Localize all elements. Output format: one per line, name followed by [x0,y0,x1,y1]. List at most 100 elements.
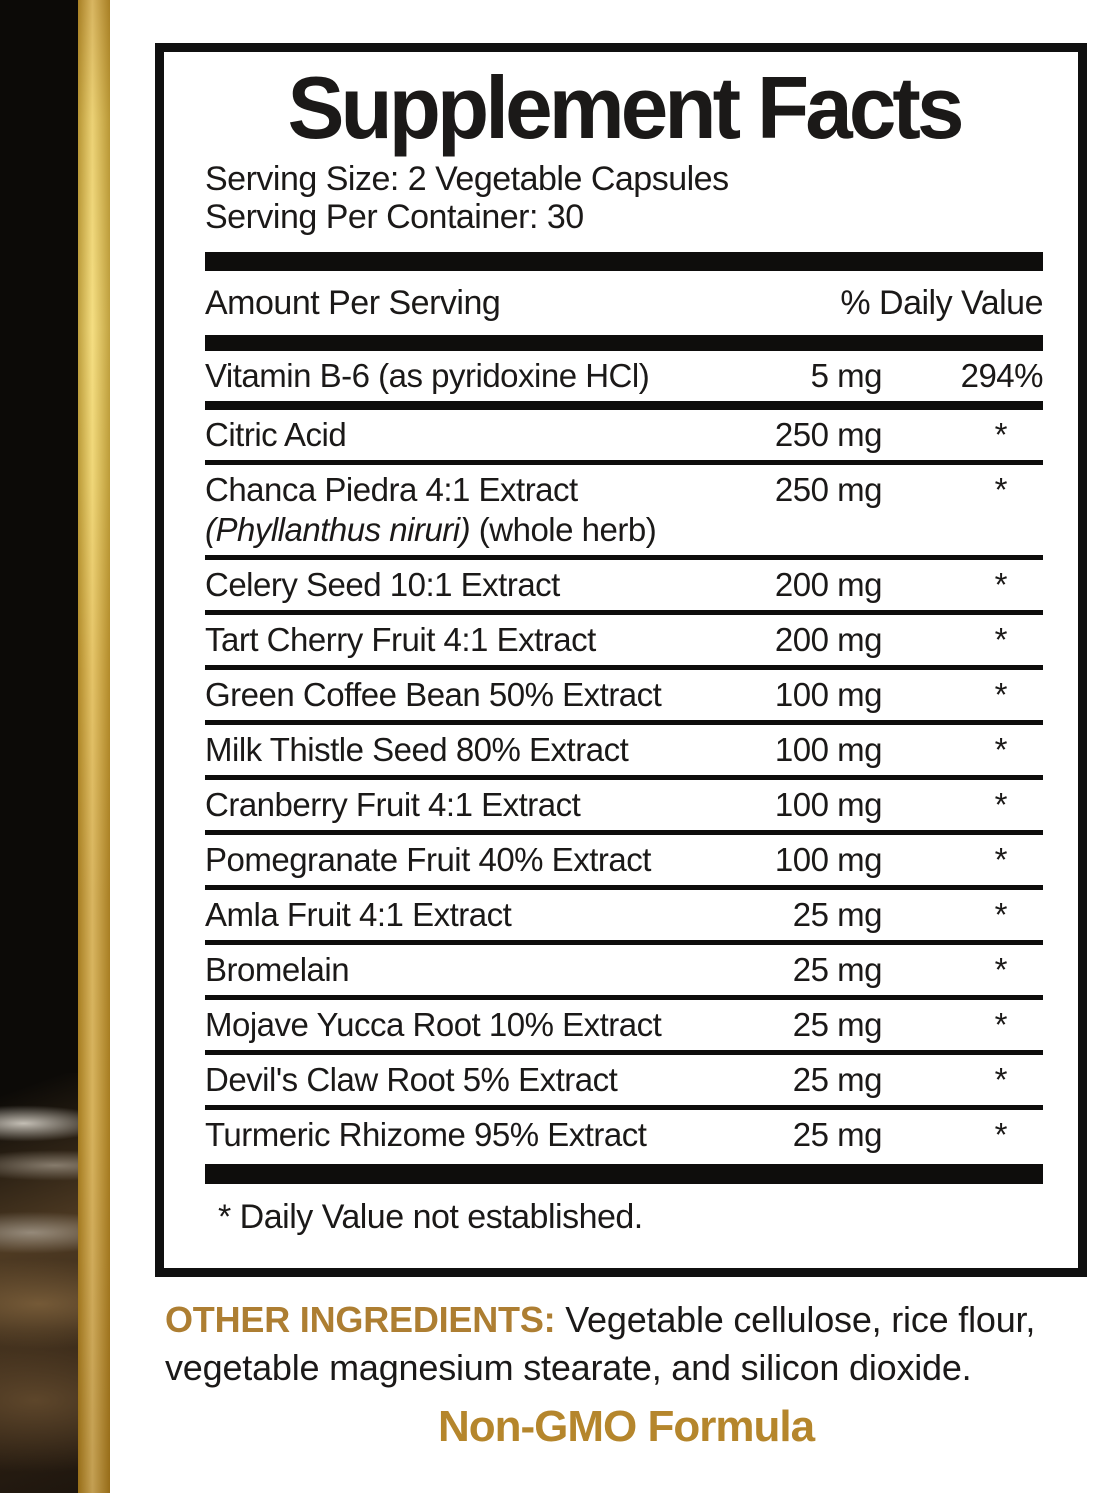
ingredient-daily-value: 294% [960,356,1044,394]
ingredient-table: Vitamin B-6 (as pyridoxine HCl) 5 mg 294… [205,351,1044,1160]
ingredient-name: Vitamin B-6 (as pyridoxine HCl) [205,356,712,396]
row-divider [205,554,1043,560]
panel-title: Supplement Facts [287,58,964,157]
non-gmo-formula-text: Non-GMO Formula [437,1402,815,1451]
ingredient-name-text: Devil's Claw Root 5% Extract [205,1060,618,1098]
ingredient-name: Chanca Piedra 4:1 Extract (Phyllanthus ni… [205,470,712,550]
row-divider [205,994,1043,1000]
ingredient-name: Celery Seed 10:1 Extract [205,565,712,605]
row-divider [205,774,1043,780]
ingredient-name-text: Mojave Yucca Root 10% Extract [205,1005,662,1043]
divider-thick-bottom [205,1163,1043,1184]
ingredient-amount: 250 mg [774,415,883,453]
ingredient-daily-value: * [994,1005,1008,1043]
table-row: Vitamin B-6 (as pyridoxine HCl) 5 mg 294… [205,351,1044,401]
left-decorative-strip [0,0,110,1493]
percent-daily-value-label: % Daily Value [840,283,1043,322]
ingredient-daily-value: * [994,415,1008,453]
ingredient-name: Tart Cherry Fruit 4:1 Extract [205,620,712,660]
row-divider [205,459,1043,465]
ingredient-name-text: Chanca Piedra 4:1 Extract [205,470,578,508]
daily-value-footnote: * Daily Value not established. [218,1197,643,1236]
ingredient-daily-value: * [994,895,1008,933]
row-divider [205,400,1043,410]
amount-per-serving-label: Amount Per Serving [205,283,501,322]
ingredient-daily-value: * [994,950,1008,988]
table-row: Cranberry Fruit 4:1 Extract 100 mg * [205,780,1043,830]
ingredient-name: Amla Fruit 4:1 Extract [205,895,712,935]
serving-size: Serving Size: 2 Vegetable Capsules [205,160,729,199]
ingredient-amount: 25 mg [792,1060,883,1098]
ingredient-name: Bromelain [205,950,712,990]
other-ingredients-text: Vegetable cellulose, rice flour, vegetab… [165,1299,1036,1388]
row-divider [205,829,1043,835]
ingredient-daily-value: * [994,675,1008,713]
row-divider [205,884,1043,890]
plant-part-text: (whole herb) [470,510,657,548]
ingredient-name-text: Tart Cherry Fruit 4:1 Extract [205,620,596,658]
ingredient-name-text: Bromelain [205,950,350,988]
ingredient-name: Devil's Claw Root 5% Extract [205,1060,712,1100]
ingredient-amount: 200 mg [774,565,883,603]
ingredient-amount: 100 mg [774,675,883,713]
table-row: Mojave Yucca Root 10% Extract 25 mg * [205,1000,1043,1050]
table-row: Bromelain 25 mg * [205,945,1043,995]
row-divider [205,719,1043,725]
table-row: Citric Acid 250 mg * [205,410,1043,460]
table-row: Amla Fruit 4:1 Extract 25 mg * [205,890,1043,940]
ingredient-amount: 200 mg [774,620,883,658]
ingredient-name: Pomegranate Fruit 40% Extract [205,840,712,880]
serving-per-container: Serving Per Container: 30 [205,197,584,236]
table-row: Chanca Piedra 4:1 Extract (Phyllanthus ni… [205,465,1043,555]
ingredient-name-text: Vitamin B-6 (as pyridoxine HCl) [205,356,650,394]
table-row: Milk Thistle Seed 80% Extract 100 mg * [205,725,1043,775]
ingredient-amount: 100 mg [774,785,883,823]
other-ingredients-paragraph: OTHER INGREDIENTS: Vegetable cellulose, … [165,1296,1097,1391]
black-strip-with-swirl-art [0,0,78,1493]
ingredient-name-text: Celery Seed 10:1 Extract [205,565,560,603]
table-header-row: Amount Per Serving % Daily Value [205,271,1043,335]
ingredient-latin-subline: (Phyllanthus niruri) (whole herb) [205,510,706,550]
ingredient-daily-value: * [994,470,1008,508]
table-row: Green Coffee Bean 50% Extract 100 mg * [205,670,1043,720]
ingredient-name: Turmeric Rhizome 95% Extract [205,1115,712,1155]
table-row: Pomegranate Fruit 40% Extract 100 mg * [205,835,1043,885]
ingredient-name: Citric Acid [205,415,712,455]
ingredient-name: Milk Thistle Seed 80% Extract [205,730,712,770]
ingredient-name-text: Turmeric Rhizome 95% Extract [205,1115,647,1153]
ingredient-name-text: Citric Acid [205,415,347,453]
ingredient-daily-value: * [994,840,1008,878]
table-row: Tart Cherry Fruit 4:1 Extract 200 mg * [205,615,1043,665]
divider-thick-top [205,251,1043,271]
ingredient-amount: 25 mg [792,1005,883,1043]
ingredient-daily-value: * [994,1115,1008,1153]
row-divider [205,609,1043,615]
row-divider [205,1049,1043,1055]
row-divider [205,939,1043,945]
ingredient-name-text: Cranberry Fruit 4:1 Extract [205,785,581,823]
ingredient-amount: 25 mg [792,1115,883,1153]
ingredient-name: Mojave Yucca Root 10% Extract [205,1005,712,1045]
gold-ribbon-strip [78,0,110,1493]
ingredient-name-text: Green Coffee Bean 50% Extract [205,675,662,713]
ingredient-daily-value: * [994,1060,1008,1098]
ingredient-amount: 100 mg [774,840,883,878]
table-row: Celery Seed 10:1 Extract 200 mg * [205,560,1043,610]
latin-name-italic: (Phyllanthus niruri) [205,510,471,548]
ingredient-daily-value: * [994,565,1008,603]
ingredient-amount: 25 mg [792,895,883,933]
ingredient-name-text: Pomegranate Fruit 40% Extract [205,840,651,878]
ingredient-amount: 5 mg [810,356,883,394]
ingredient-daily-value: * [994,785,1008,823]
table-row: Devil's Claw Root 5% Extract 25 mg * [205,1055,1043,1105]
ingredient-amount: 25 mg [792,950,883,988]
ingredient-name-text: Amla Fruit 4:1 Extract [205,895,512,933]
divider-thick-header [205,334,1043,351]
ingredient-daily-value: * [994,730,1008,768]
ingredient-name: Cranberry Fruit 4:1 Extract [205,785,712,825]
ingredient-name-text: Milk Thistle Seed 80% Extract [205,730,629,768]
table-row: Turmeric Rhizome 95% Extract 25 mg * [205,1110,1043,1160]
ingredient-name: Green Coffee Bean 50% Extract [205,675,712,715]
ingredient-amount: 250 mg [774,470,883,508]
